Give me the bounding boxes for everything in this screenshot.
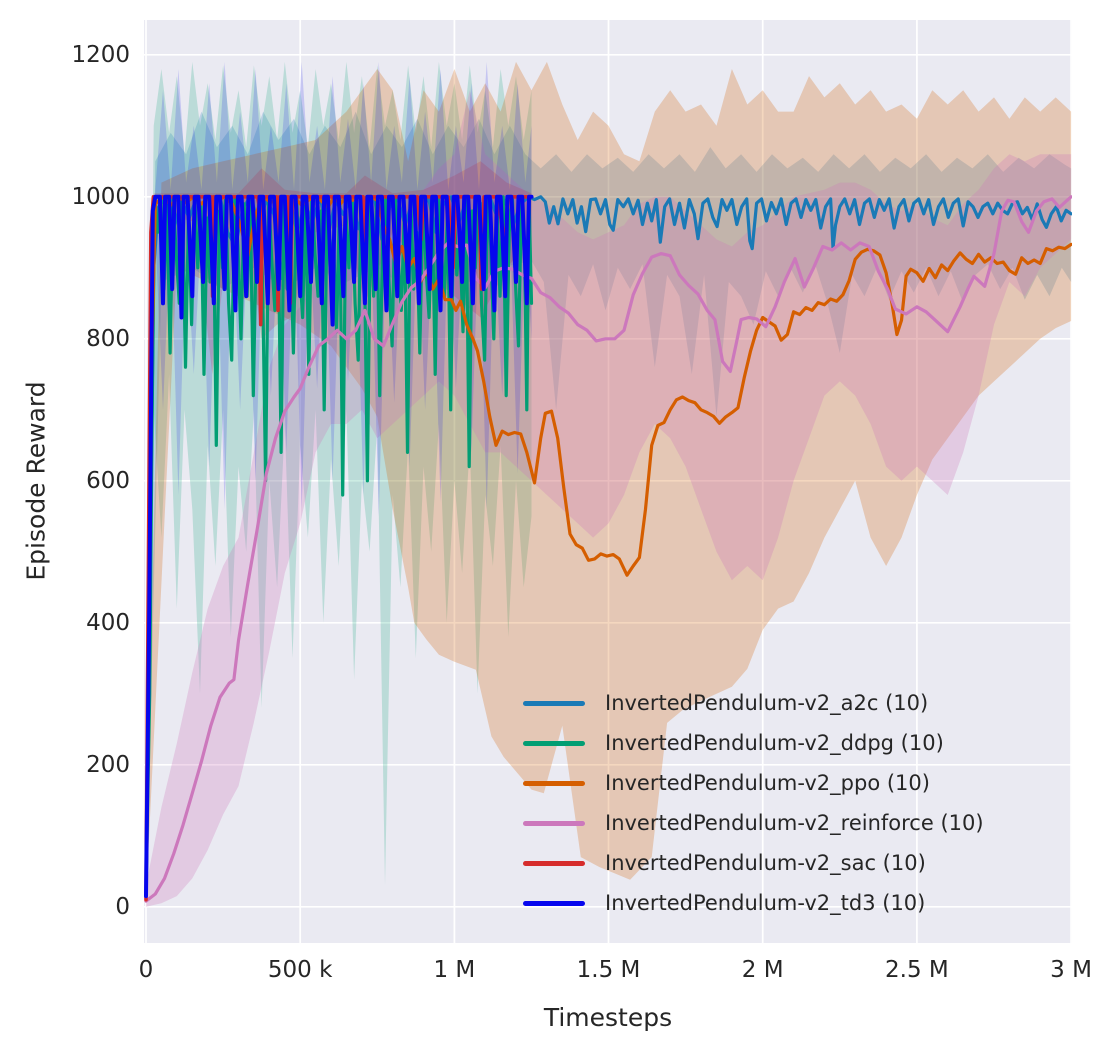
legend-swatch-ddpg: [523, 740, 585, 746]
series-line-td3: [144, 194, 534, 899]
legend-label-sac: InvertedPendulum-v2_sac (10): [605, 851, 926, 875]
legend-swatch-a2c: [523, 700, 585, 706]
x-tick-label-3M: 3 M: [1050, 957, 1092, 983]
legend-row-td3: InvertedPendulum-v2_td3 (10): [523, 883, 984, 923]
y-tick-label-1200: 1200: [71, 41, 130, 68]
legend-label-a2c: InvertedPendulum-v2_a2c (10): [605, 691, 929, 715]
y-tick-label-0: 0: [115, 893, 130, 920]
x-tick-label-2M: 2 M: [741, 957, 784, 983]
x-tick-label-0: 0: [138, 957, 154, 983]
legend-label-td3: InvertedPendulum-v2_td3 (10): [605, 891, 926, 915]
y-tick-label-600: 600: [86, 467, 130, 494]
plot-svg: [144, 20, 1072, 943]
legend-swatch-sac: [523, 860, 585, 866]
x-tick-label-1M: 1 M: [433, 957, 476, 983]
x-tick-label-500k: 500 k: [267, 957, 333, 983]
legend-label-ppo: InvertedPendulum-v2_ppo (10): [605, 771, 930, 795]
legend-row-sac: InvertedPendulum-v2_sac (10): [523, 843, 984, 883]
y-tick-label-200: 200: [86, 751, 130, 778]
legend-label-ddpg: InvertedPendulum-v2_ddpg (10): [605, 731, 944, 755]
legend-row-ddpg: InvertedPendulum-v2_ddpg (10): [523, 723, 984, 763]
y-tick-label-1000: 1000: [71, 183, 130, 210]
legend-label-reinforce: InvertedPendulum-v2_reinforce (10): [605, 811, 984, 835]
y-tick-label-400: 400: [86, 609, 130, 636]
legend-row-reinforce: InvertedPendulum-v2_reinforce (10): [523, 803, 984, 843]
x-tick-label-2.5M: 2.5 M: [885, 957, 949, 983]
legend-swatch-td3: [523, 900, 585, 906]
legend-row-ppo: InvertedPendulum-v2_ppo (10): [523, 763, 984, 803]
legend: InvertedPendulum-v2_a2c (10) InvertedPend…: [523, 683, 984, 923]
x-tick-label-1.5M: 1.5 M: [576, 957, 641, 983]
legend-row-a2c: InvertedPendulum-v2_a2c (10): [523, 683, 984, 723]
y-axis-label: Episode Reward: [21, 381, 51, 581]
legend-swatch-ppo: [523, 780, 585, 786]
series-line-reinforce: [144, 195, 1072, 903]
series-band-a2c: [146, 111, 1072, 904]
legend-swatch-reinforce: [523, 820, 585, 826]
x-axis-label: Timesteps: [543, 1003, 673, 1032]
y-tick-label-800: 800: [86, 325, 130, 352]
plot-area: InvertedPendulum-v2_a2c (10) InvertedPend…: [144, 20, 1072, 943]
